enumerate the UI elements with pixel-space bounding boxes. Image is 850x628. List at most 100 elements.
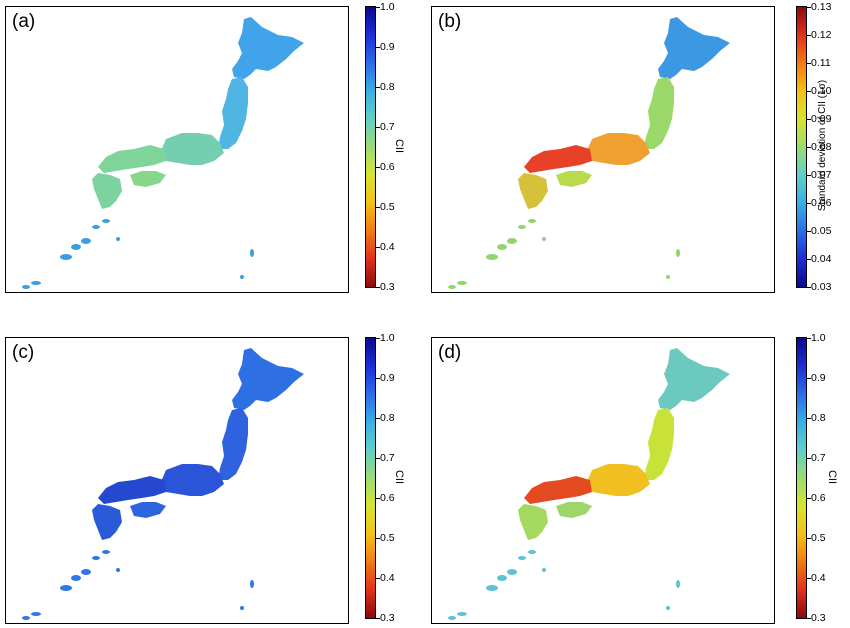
island-5	[31, 612, 41, 616]
panel-label: (b)	[438, 11, 462, 32]
colorbar-tick: 0.3	[376, 281, 395, 293]
island-7	[676, 580, 680, 588]
colorbar-tick: 0.5	[376, 201, 395, 213]
island-3	[528, 550, 536, 554]
japan-map	[448, 17, 730, 289]
region-hokkaido	[658, 348, 730, 410]
colorbar-tick: 0.7	[376, 121, 395, 133]
colorbar-tick: 0.12	[806, 29, 832, 41]
region-kyushu	[92, 504, 122, 540]
region-central	[586, 133, 650, 165]
colorbar-tick: 0.7	[376, 452, 395, 464]
colorbar	[365, 337, 376, 619]
region-shikoku	[556, 171, 592, 187]
region-west	[98, 476, 166, 504]
island-2	[486, 585, 498, 591]
japan-map	[448, 348, 730, 620]
colorbar-ticks: 1.0 0.9 0.8 0.7 0.6 0.5 0.4 0.3	[365, 1, 405, 293]
region-central	[160, 464, 224, 496]
colorbar-tick: 0.8	[376, 412, 395, 424]
colorbar-tick: 0.9	[807, 372, 826, 384]
colorbar-tick: 0.13	[806, 1, 832, 13]
colorbar-title: CII	[826, 469, 839, 485]
island-0	[81, 238, 91, 244]
island-7	[676, 249, 680, 257]
colorbar-tick: 0.4	[807, 572, 826, 584]
region-central	[586, 464, 650, 496]
island-5	[31, 281, 41, 285]
region-north	[218, 408, 248, 480]
island-0	[81, 569, 91, 575]
region-north	[644, 408, 674, 480]
colorbar-tick: 0.4	[376, 572, 395, 584]
colorbar-tick: 0.10	[806, 85, 832, 97]
island-1	[497, 575, 507, 581]
region-west	[98, 145, 166, 173]
island-3	[528, 219, 536, 223]
colorbar-tick: 0.6	[376, 492, 395, 504]
colorbar-tick: 0.03	[806, 281, 832, 293]
map-panel-d: (d)	[431, 337, 775, 624]
island-7	[250, 249, 254, 257]
colorbar-title: CII	[393, 138, 406, 154]
colorbar-tick: 0.08	[806, 141, 832, 153]
island-0	[507, 569, 517, 575]
island-2	[60, 585, 72, 591]
panel-label: (a)	[12, 11, 36, 32]
map-panel-c: (c)	[5, 337, 349, 624]
colorbar-tick: 0.5	[807, 532, 826, 544]
colorbar-tick: 1.0	[376, 1, 395, 13]
colorbar	[796, 6, 807, 288]
panel-label: (d)	[438, 342, 462, 363]
colorbar-title: Standard deviation of CII (1σ)	[817, 79, 829, 212]
map-panel-a: (a)	[5, 6, 349, 293]
island-2	[486, 254, 498, 260]
colorbar-tick: 1.0	[807, 332, 826, 344]
colorbar	[365, 6, 376, 288]
island-1	[71, 244, 81, 250]
region-west	[524, 476, 592, 504]
region-kyushu	[518, 173, 548, 209]
island-8	[666, 606, 670, 610]
colorbar-ticks: 1.0 0.9 0.8 0.7 0.6 0.5 0.4 0.3	[796, 332, 836, 624]
colorbar-tick: 0.05	[806, 225, 832, 237]
island-2	[60, 254, 72, 260]
island-9	[116, 568, 120, 572]
island-4	[518, 225, 526, 229]
island-0	[507, 238, 517, 244]
island-8	[240, 606, 244, 610]
region-kyushu	[92, 173, 122, 209]
island-6	[448, 285, 456, 289]
island-8	[240, 275, 244, 279]
colorbar-tick: 0.07	[806, 169, 832, 181]
colorbar-tick: 0.09	[806, 113, 832, 125]
island-5	[457, 612, 467, 616]
colorbar-tick: 0.9	[376, 41, 395, 53]
island-1	[497, 244, 507, 250]
colorbar-tick: 0.11	[807, 57, 831, 69]
colorbar-tick: 0.4	[376, 241, 395, 253]
region-north	[218, 77, 248, 149]
island-1	[71, 575, 81, 581]
japan-map	[22, 17, 304, 289]
colorbar-tick: 0.6	[376, 161, 395, 173]
region-central	[160, 133, 224, 165]
region-hokkaido	[232, 348, 304, 410]
region-shikoku	[130, 171, 166, 187]
colorbar-tick: 0.8	[807, 412, 826, 424]
island-5	[457, 281, 467, 285]
island-9	[542, 237, 546, 241]
panel-label: (c)	[12, 342, 35, 363]
japan-map	[22, 348, 304, 620]
island-3	[102, 550, 110, 554]
region-shikoku	[130, 502, 166, 518]
colorbar-tick: 0.04	[806, 253, 832, 265]
island-4	[92, 556, 100, 560]
region-kyushu	[518, 504, 548, 540]
colorbar-title: CII	[393, 469, 406, 485]
island-3	[102, 219, 110, 223]
colorbar-tick: 0.3	[376, 612, 395, 624]
island-9	[116, 237, 120, 241]
colorbar-tick: 0.6	[807, 492, 826, 504]
island-4	[518, 556, 526, 560]
